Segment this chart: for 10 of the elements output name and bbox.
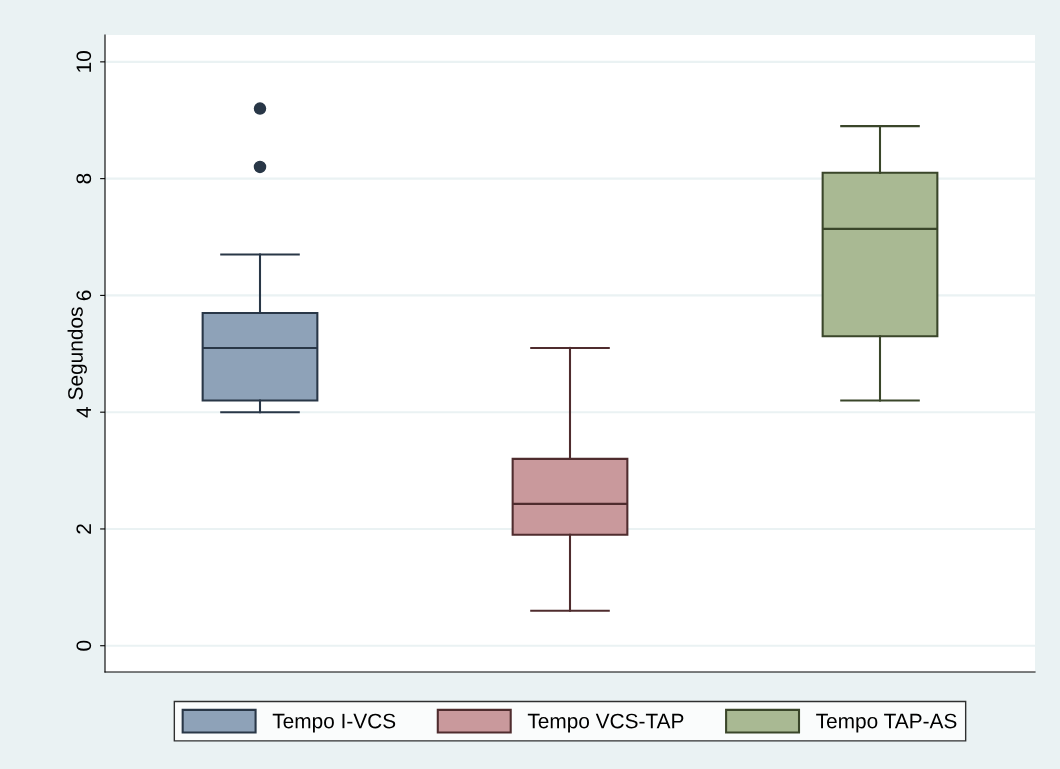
- y-tick-label: 4: [76, 406, 91, 418]
- legend-label: Tempo TAP-AS: [816, 713, 957, 733]
- y-tick-label: 2: [76, 524, 91, 534]
- y-tick-label: 0: [76, 640, 92, 651]
- legend-label: Tempo I-VCS: [272, 713, 396, 733]
- y-tick-label: 10: [76, 51, 92, 72]
- y-tick-label: 6: [76, 290, 92, 301]
- y-tick-label: 8: [76, 173, 92, 184]
- y-axis-title: Segundos: [67, 307, 87, 400]
- legend-label: Tempo VCS-TAP: [527, 713, 684, 733]
